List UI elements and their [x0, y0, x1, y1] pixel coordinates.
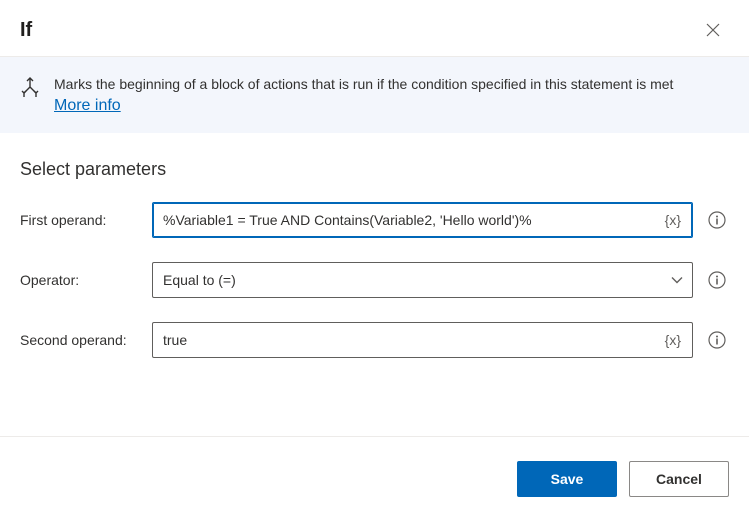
section-title: Select parameters — [20, 159, 729, 180]
operator-selected-value: Equal to (=) — [163, 272, 236, 288]
dialog-header: If — [0, 0, 749, 57]
close-button[interactable] — [697, 14, 729, 46]
info-icon — [708, 331, 726, 349]
second-operand-input[interactable] — [152, 322, 693, 358]
more-info-link[interactable]: More info — [54, 97, 121, 115]
info-description: Marks the beginning of a block of action… — [54, 76, 673, 92]
info-banner: Marks the beginning of a block of action… — [0, 57, 749, 133]
operator-select[interactable]: Equal to (=) — [152, 262, 693, 298]
operator-row: Operator: Equal to (=) — [20, 262, 729, 298]
info-icon — [708, 271, 726, 289]
first-operand-help[interactable] — [705, 208, 729, 232]
dialog-title: If — [20, 19, 32, 42]
first-operand-input[interactable] — [152, 202, 693, 238]
cancel-button[interactable]: Cancel — [629, 461, 729, 497]
second-operand-help[interactable] — [705, 328, 729, 352]
save-button[interactable]: Save — [517, 461, 617, 497]
info-icon — [708, 211, 726, 229]
first-operand-row: First operand: {x} — [20, 202, 729, 238]
dialog-footer: Save Cancel — [0, 436, 749, 521]
operator-select-wrap: Equal to (=) — [152, 262, 693, 298]
form-content: Select parameters First operand: {x} Ope… — [0, 133, 749, 436]
second-operand-input-wrap: {x} — [152, 322, 693, 358]
operator-help[interactable] — [705, 268, 729, 292]
info-text-block: Marks the beginning of a block of action… — [54, 75, 673, 115]
first-operand-input-wrap: {x} — [152, 202, 693, 238]
condition-branch-icon — [20, 77, 40, 104]
variable-picker-icon[interactable]: {x} — [661, 210, 685, 230]
operator-label: Operator: — [20, 272, 140, 288]
second-operand-row: Second operand: {x} — [20, 322, 729, 358]
variable-picker-icon[interactable]: {x} — [661, 330, 685, 350]
first-operand-label: First operand: — [20, 212, 140, 228]
second-operand-label: Second operand: — [20, 332, 140, 348]
close-icon — [706, 23, 720, 37]
